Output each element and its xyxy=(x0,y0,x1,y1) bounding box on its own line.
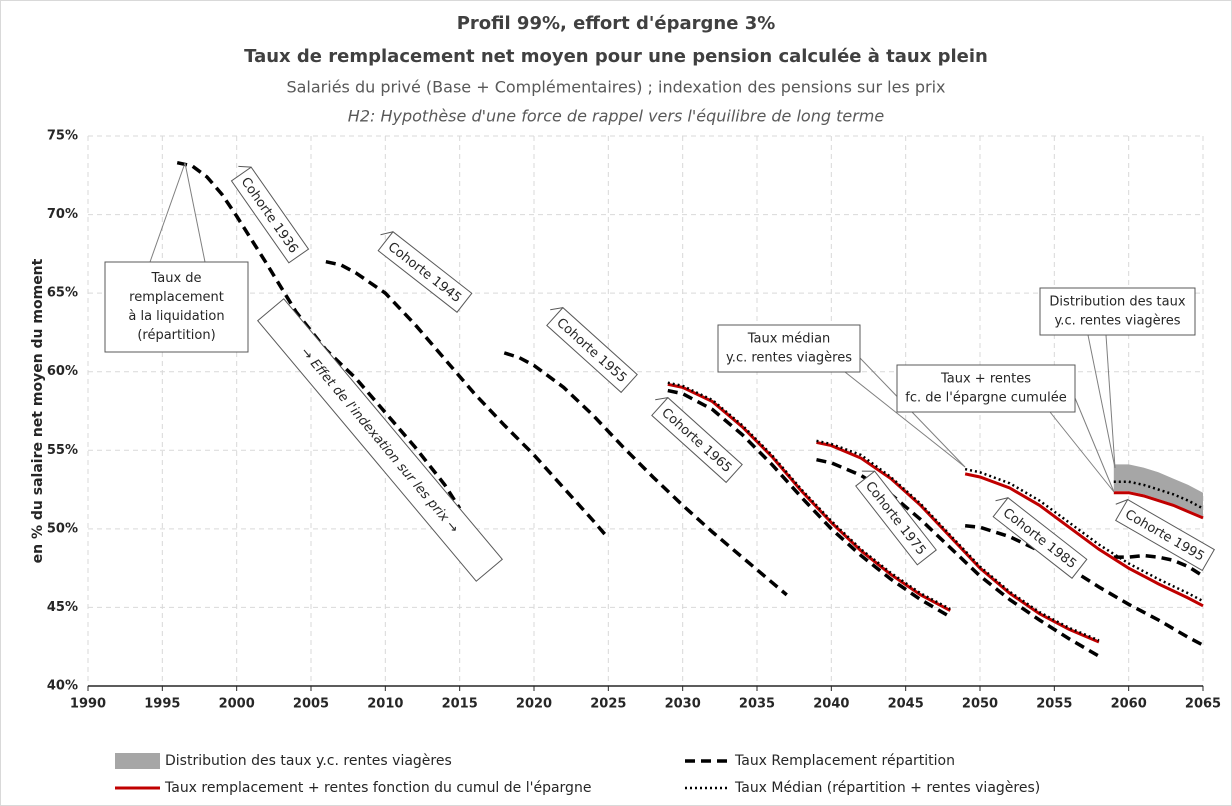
label-box xyxy=(855,470,937,566)
label-box xyxy=(256,298,504,582)
x-tick-label: 2045 xyxy=(888,697,924,712)
label-box xyxy=(1115,498,1215,572)
callout-pointer xyxy=(149,162,186,263)
callout-pointer xyxy=(844,371,966,468)
label-pointer xyxy=(380,231,394,236)
callout-pointer xyxy=(1087,334,1116,469)
y-tick-label: 70% xyxy=(47,207,78,222)
label-box xyxy=(546,306,638,394)
y-tick-label: 55% xyxy=(47,443,78,458)
callout-box xyxy=(1039,287,1196,336)
callout-text: y.c. rentes viagères xyxy=(726,351,852,366)
x-tick-label: 2020 xyxy=(516,697,552,712)
callout-box xyxy=(717,324,861,373)
chart-subtitle: Salariés du privé (Base + Complémentaire… xyxy=(286,78,945,97)
y-tick-label: 45% xyxy=(47,600,78,615)
x-tick-label: 1990 xyxy=(70,697,106,712)
x-tick-label: 2065 xyxy=(1185,697,1221,712)
callout-text: y.c. rentes viagères xyxy=(1054,314,1180,329)
x-tick-label: 2005 xyxy=(293,697,329,712)
line xyxy=(325,260,610,540)
x-tick-label: 2050 xyxy=(962,697,998,712)
callout-pointer xyxy=(1049,411,1115,493)
callout-box xyxy=(896,364,1076,413)
callout-text: Distribution des taux xyxy=(1049,295,1185,310)
chart-title: Profil 99%, effort d'épargne 3% xyxy=(457,13,776,34)
callout-text: à la liquidation xyxy=(128,309,224,324)
legend-label: Taux Remplacement répartition xyxy=(734,753,955,769)
line xyxy=(176,161,462,510)
y-tick-label: 40% xyxy=(47,679,78,694)
legend: Distribution des taux y.c. rentes viagèr… xyxy=(115,753,1040,796)
label-box xyxy=(992,497,1088,579)
line xyxy=(667,388,952,619)
legend-label: Distribution des taux y.c. rentes viagèr… xyxy=(165,753,452,769)
x-tick-label: 2030 xyxy=(665,697,701,712)
x-tick-label: 2040 xyxy=(813,697,849,712)
label-pointer xyxy=(861,470,875,472)
legend-label: Taux Médian (répartition + rentes viagèr… xyxy=(734,780,1040,796)
label-pointer xyxy=(550,307,563,311)
chart-subtitle: H2: Hypothèse d'une force de rappel vers… xyxy=(348,107,885,126)
callout-text: Taux + rentes xyxy=(940,372,1031,387)
label-box xyxy=(651,396,743,484)
x-tick-label: 2010 xyxy=(367,697,403,712)
callout-text: (répartition) xyxy=(137,328,215,343)
callout-pointer xyxy=(184,162,206,263)
label-pointer xyxy=(995,497,1009,502)
y-tick-label: 60% xyxy=(47,364,78,379)
line xyxy=(1113,491,1204,520)
x-tick-label: 1995 xyxy=(144,697,180,712)
line xyxy=(816,458,1100,658)
line xyxy=(1113,480,1204,510)
plot xyxy=(176,161,1204,658)
y-tick-label: 65% xyxy=(47,286,78,301)
chart-subtitle: Taux de remplacement net moyen pour une … xyxy=(244,46,988,67)
x-tick-label: 2035 xyxy=(739,697,775,712)
x-tick-label: 2025 xyxy=(590,697,626,712)
y-tick-label: 50% xyxy=(47,521,78,536)
label-box xyxy=(230,166,310,264)
callout-box xyxy=(104,261,249,353)
y-tick-label: 75% xyxy=(47,129,78,144)
line xyxy=(964,472,1204,608)
label-pointer xyxy=(1115,499,1128,505)
x-tick-label: 2055 xyxy=(1036,697,1072,712)
x-tick-label: 2000 xyxy=(219,697,255,712)
line xyxy=(964,467,1204,603)
callout-text: Taux médian xyxy=(747,332,831,347)
callout-pointer xyxy=(1074,397,1115,493)
x-tick-label: 2015 xyxy=(442,697,478,712)
label-box xyxy=(377,231,473,313)
callout-text: fc. de l'épargne cumulée xyxy=(905,391,1066,406)
line xyxy=(816,440,1100,644)
callout-text: Taux de xyxy=(150,271,201,286)
callout-pointer xyxy=(1105,334,1116,469)
label-pointer xyxy=(238,165,252,168)
x-tick-label: 2060 xyxy=(1111,697,1147,712)
y-axis-label: en % du salaire net moyen du moment xyxy=(30,258,46,563)
legend-swatch xyxy=(115,753,160,769)
line xyxy=(503,351,788,597)
label-pointer xyxy=(655,397,668,401)
line xyxy=(964,523,1204,647)
line xyxy=(816,439,1100,642)
legend-label: Taux remplacement + rentes fonction du c… xyxy=(164,780,591,796)
callout-text: remplacement xyxy=(129,290,224,305)
